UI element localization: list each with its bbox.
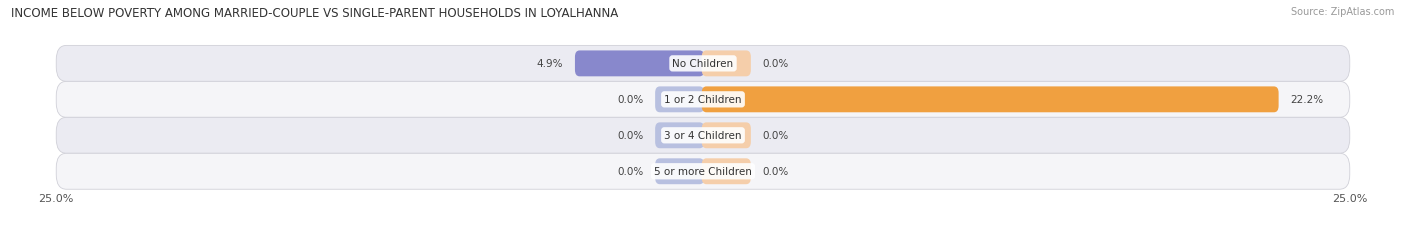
FancyBboxPatch shape xyxy=(702,87,1278,113)
FancyBboxPatch shape xyxy=(575,51,704,77)
FancyBboxPatch shape xyxy=(56,82,1350,118)
Text: 1 or 2 Children: 1 or 2 Children xyxy=(664,95,742,105)
FancyBboxPatch shape xyxy=(702,159,751,184)
FancyBboxPatch shape xyxy=(56,46,1350,82)
Text: 4.9%: 4.9% xyxy=(537,59,564,69)
Text: 5 or more Children: 5 or more Children xyxy=(654,167,752,176)
Text: 0.0%: 0.0% xyxy=(617,131,644,141)
FancyBboxPatch shape xyxy=(56,118,1350,154)
FancyBboxPatch shape xyxy=(702,51,751,77)
FancyBboxPatch shape xyxy=(655,123,704,149)
Text: 22.2%: 22.2% xyxy=(1291,95,1323,105)
Text: 0.0%: 0.0% xyxy=(617,95,644,105)
FancyBboxPatch shape xyxy=(655,87,704,113)
Text: 3 or 4 Children: 3 or 4 Children xyxy=(664,131,742,141)
FancyBboxPatch shape xyxy=(56,154,1350,189)
Text: 0.0%: 0.0% xyxy=(762,59,789,69)
Text: INCOME BELOW POVERTY AMONG MARRIED-COUPLE VS SINGLE-PARENT HOUSEHOLDS IN LOYALHA: INCOME BELOW POVERTY AMONG MARRIED-COUPL… xyxy=(11,7,619,20)
Text: 0.0%: 0.0% xyxy=(762,131,789,141)
Text: 0.0%: 0.0% xyxy=(762,167,789,176)
Text: 0.0%: 0.0% xyxy=(617,167,644,176)
Text: No Children: No Children xyxy=(672,59,734,69)
FancyBboxPatch shape xyxy=(655,159,704,184)
FancyBboxPatch shape xyxy=(702,123,751,149)
Text: Source: ZipAtlas.com: Source: ZipAtlas.com xyxy=(1291,7,1395,17)
